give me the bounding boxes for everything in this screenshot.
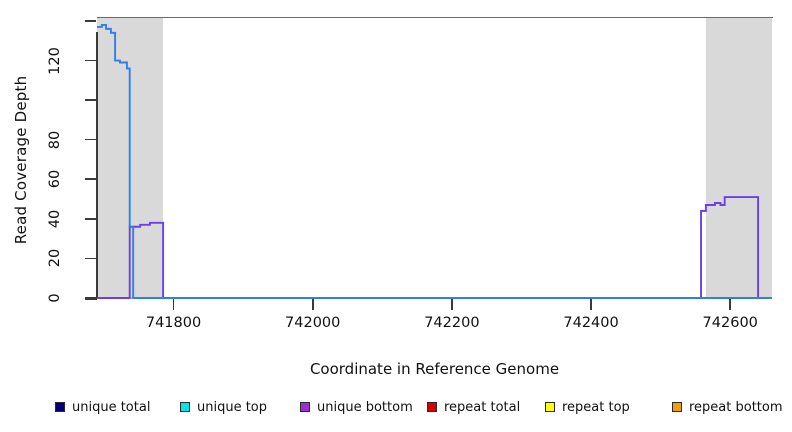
x-tick <box>172 299 175 310</box>
plot-top-border <box>97 17 773 18</box>
x-tick-label: 742400 <box>563 315 619 331</box>
legend-label: repeat bottom <box>689 399 783 415</box>
y-tick <box>85 138 96 141</box>
legend-item-unique-top[interactable]: unique top <box>180 398 267 416</box>
y-tick-label: 20 <box>47 249 63 268</box>
x-tick-label: 742200 <box>424 315 480 331</box>
legend-item-repeat-bottom[interactable]: repeat bottom <box>672 398 783 416</box>
y-tick <box>85 99 96 101</box>
left-repeat-region <box>97 17 164 298</box>
x-tick-label: 742600 <box>702 315 758 331</box>
x-tick-label: 742000 <box>285 315 341 331</box>
y-tick <box>85 218 96 220</box>
x-tick <box>451 299 453 310</box>
y-tick <box>85 257 96 260</box>
x-tick-label: 741800 <box>145 315 202 331</box>
legend-swatch-icon <box>545 402 555 412</box>
legend-label: unique total <box>72 399 151 415</box>
legend-swatch-icon <box>427 402 437 412</box>
x-axis-origin-tick <box>85 298 97 300</box>
y-tick-label: 40 <box>47 209 63 229</box>
y-tick <box>85 178 96 181</box>
legend-item-unique-bottom[interactable]: unique bottom <box>300 398 413 416</box>
y-axis-line <box>96 32 98 299</box>
legend-swatch-icon <box>55 402 65 412</box>
legend-item-repeat-total[interactable]: repeat total <box>427 398 520 416</box>
y-tick <box>85 297 96 299</box>
legend-label: unique top <box>197 399 268 415</box>
legend-item-repeat-top[interactable]: repeat top <box>545 398 630 416</box>
legend-item-unique-total[interactable]: unique total <box>55 398 150 416</box>
y-tick-label: 0 <box>47 293 63 303</box>
y-tick <box>85 59 96 62</box>
x-tick <box>729 299 732 310</box>
legend-label: repeat top <box>562 399 630 415</box>
chart-legend: unique total unique top unique bottom repea… <box>0 398 792 418</box>
legend-label: repeat total <box>444 399 521 415</box>
right-repeat-region <box>705 17 772 298</box>
x-tick <box>311 299 314 310</box>
legend-swatch-icon <box>672 402 682 412</box>
y-tick-label: 60 <box>47 170 63 189</box>
x-axis-title: Coordinate in Reference Genome <box>309 360 560 378</box>
x-tick <box>590 299 592 310</box>
legend-swatch-icon <box>300 402 310 412</box>
y-tick-label: 80 <box>47 130 63 149</box>
y-axis-title: Read Coverage Depth <box>12 75 30 245</box>
legend-swatch-icon <box>180 402 190 412</box>
plot-area <box>97 17 772 298</box>
y-tick-label: 120 <box>47 46 63 75</box>
y-tick <box>85 20 96 22</box>
legend-label: unique bottom <box>317 399 413 415</box>
